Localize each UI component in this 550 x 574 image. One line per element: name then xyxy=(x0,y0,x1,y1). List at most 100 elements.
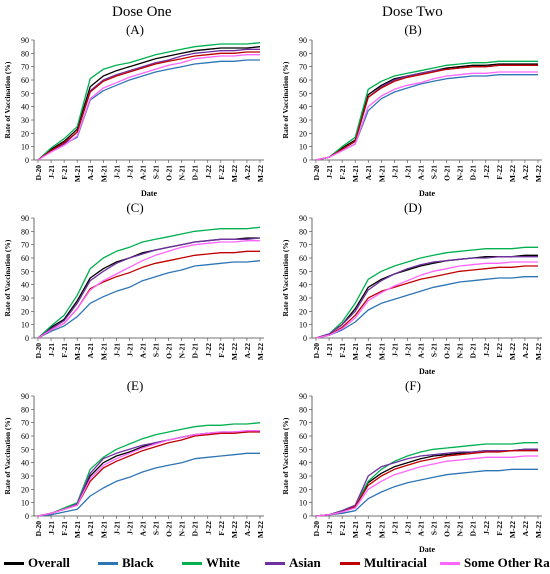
y-tick-label: 30 xyxy=(299,116,307,125)
x-tick-label: A-21 xyxy=(416,343,425,359)
x-tick-label: J-21 xyxy=(390,343,399,357)
legend-swatch xyxy=(182,561,202,565)
y-tick-label: 10 xyxy=(21,143,29,152)
chart-f: 0 10 20 30 40 50 60 70 80 90 D-20 J-21 F-21 M-21 A-21 M… xyxy=(281,392,543,554)
y-axis-title: Rate of Vaccination (%) xyxy=(3,417,12,494)
x-tick-label: M-21 xyxy=(73,165,82,182)
legend-label: Some Other Races xyxy=(464,555,550,570)
x-tick-label: A-22 xyxy=(521,521,530,537)
legend-swatch xyxy=(4,561,24,565)
chart-panel-c: (C) 0 10 20 30 40 50 60 70 80 90 D-20 J-21 F-21 M-21 A… xyxy=(0,200,270,378)
x-tick-label: J-21 xyxy=(125,343,134,357)
series-line-some-other-races xyxy=(37,240,260,339)
series-line-overall xyxy=(37,46,261,161)
x-tick-label: J-21 xyxy=(47,343,56,357)
x-tick-label: O-21 xyxy=(443,343,452,359)
y-tick-label: 60 xyxy=(299,254,307,263)
y-tick-label: 40 xyxy=(299,459,307,468)
chart-panel-d: (D) 0 10 20 30 40 50 60 70 80 90 D-20 J-21 F-21 M-21 A… xyxy=(278,200,548,378)
series-line-black xyxy=(315,276,538,339)
x-tick-label: A-22 xyxy=(243,521,252,537)
x-tick-label: M-21 xyxy=(99,165,108,182)
x-tick-label: M-22 xyxy=(534,165,543,182)
x-tick-label: M-21 xyxy=(351,165,360,182)
x-tick-label: J-21 xyxy=(390,521,399,535)
x-tick-label: N-21 xyxy=(456,343,465,359)
dose-one-heading: Dose One xyxy=(112,4,172,20)
panel-label: (E) xyxy=(126,378,144,393)
y-tick-label: 70 xyxy=(21,63,29,72)
x-tick-label: J-21 xyxy=(325,343,334,357)
x-tick-label: O-21 xyxy=(443,165,452,181)
x-tick-label: F-22 xyxy=(495,521,504,536)
x-tick-label: M-21 xyxy=(73,343,82,360)
x-tick-label: F-21 xyxy=(60,521,69,536)
x-tick-label: A-21 xyxy=(86,343,95,359)
y-tick-label: 90 xyxy=(21,392,29,401)
series-line-black xyxy=(37,59,260,161)
x-tick-label: D-20 xyxy=(34,343,43,359)
x-axis-title: Date xyxy=(419,189,435,198)
x-tick-label: S-21 xyxy=(152,521,161,535)
x-tick-label: S-21 xyxy=(430,343,439,357)
legend-item-white: White xyxy=(182,555,240,571)
chart-e: 0 10 20 30 40 50 60 70 80 90 D-20 J-21 F-21 M-21 A-21 M… xyxy=(3,392,265,538)
legend-swatch xyxy=(440,561,460,565)
x-tick-label: F-22 xyxy=(217,165,226,180)
chart-panel-b: (B) 0 10 20 30 40 50 60 70 80 90 D-20 J-21 F-21 M-21 A… xyxy=(278,22,548,200)
series-line-some-other-races xyxy=(315,455,538,517)
x-tick-label: J-21 xyxy=(125,165,134,179)
chart-c: 0 10 20 30 40 50 60 70 80 90 D-20 J-21 F-21 M-21 A-21 M… xyxy=(3,214,265,360)
legend-item-black: Black xyxy=(98,555,154,571)
x-tick-label: J-21 xyxy=(112,343,121,357)
x-tick-label: S-21 xyxy=(152,165,161,179)
y-tick-label: 10 xyxy=(299,321,307,330)
y-tick-label: 60 xyxy=(299,76,307,85)
x-tick-label: O-21 xyxy=(165,165,174,181)
y-tick-label: 0 xyxy=(25,334,29,343)
x-tick-label: N-21 xyxy=(456,165,465,181)
y-tick-label: 10 xyxy=(21,499,29,508)
chart-d: 0 10 20 30 40 50 60 70 80 90 D-20 J-21 F-21 M-21 A-21 M… xyxy=(281,214,543,376)
x-tick-label: A-21 xyxy=(364,343,373,359)
x-tick-label: F-21 xyxy=(338,343,347,358)
x-tick-label: M-21 xyxy=(351,343,360,360)
x-tick-label: O-21 xyxy=(165,343,174,359)
x-tick-label: A-22 xyxy=(521,165,530,181)
x-tick-label: M-22 xyxy=(230,165,239,182)
series-line-white xyxy=(315,60,538,161)
series-line-multiracial xyxy=(37,250,260,339)
y-tick-label: 10 xyxy=(21,321,29,330)
x-tick-label: D-21 xyxy=(469,165,478,181)
y-axis-title: Rate of Vaccination (%) xyxy=(3,61,12,138)
y-tick-label: 90 xyxy=(21,36,29,45)
x-tick-label: J-22 xyxy=(482,343,491,357)
y-tick-label: 0 xyxy=(303,334,307,343)
series-line-asian xyxy=(315,256,538,339)
x-tick-label: J-21 xyxy=(403,165,412,179)
x-tick-label: J-22 xyxy=(204,165,213,179)
series-line-some-other-races xyxy=(37,430,260,517)
y-tick-label: 50 xyxy=(21,89,29,98)
y-tick-label: 0 xyxy=(303,156,307,165)
x-tick-label: O-21 xyxy=(443,521,452,537)
x-tick-label: M-22 xyxy=(508,343,517,360)
legend-item-asian: Asian xyxy=(265,555,321,571)
y-tick-label: 20 xyxy=(299,307,307,316)
legend-label: Asian xyxy=(289,555,321,570)
x-tick-label: A-21 xyxy=(138,521,147,537)
x-tick-label: J-21 xyxy=(112,165,121,179)
legend-label: Multiracial xyxy=(364,555,427,570)
x-tick-label: S-21 xyxy=(430,165,439,179)
series-line-asian xyxy=(315,64,538,161)
x-tick-label: A-22 xyxy=(243,165,252,181)
x-tick-label: J-21 xyxy=(403,521,412,535)
series-line-overall xyxy=(315,448,538,517)
series-line-asian xyxy=(37,430,261,517)
y-tick-label: 0 xyxy=(25,156,29,165)
y-tick-label: 70 xyxy=(299,241,307,250)
y-tick-label: 20 xyxy=(21,129,29,138)
y-tick-label: 20 xyxy=(299,129,307,138)
x-tick-label: F-21 xyxy=(60,343,69,358)
x-tick-label: A-21 xyxy=(138,343,147,359)
